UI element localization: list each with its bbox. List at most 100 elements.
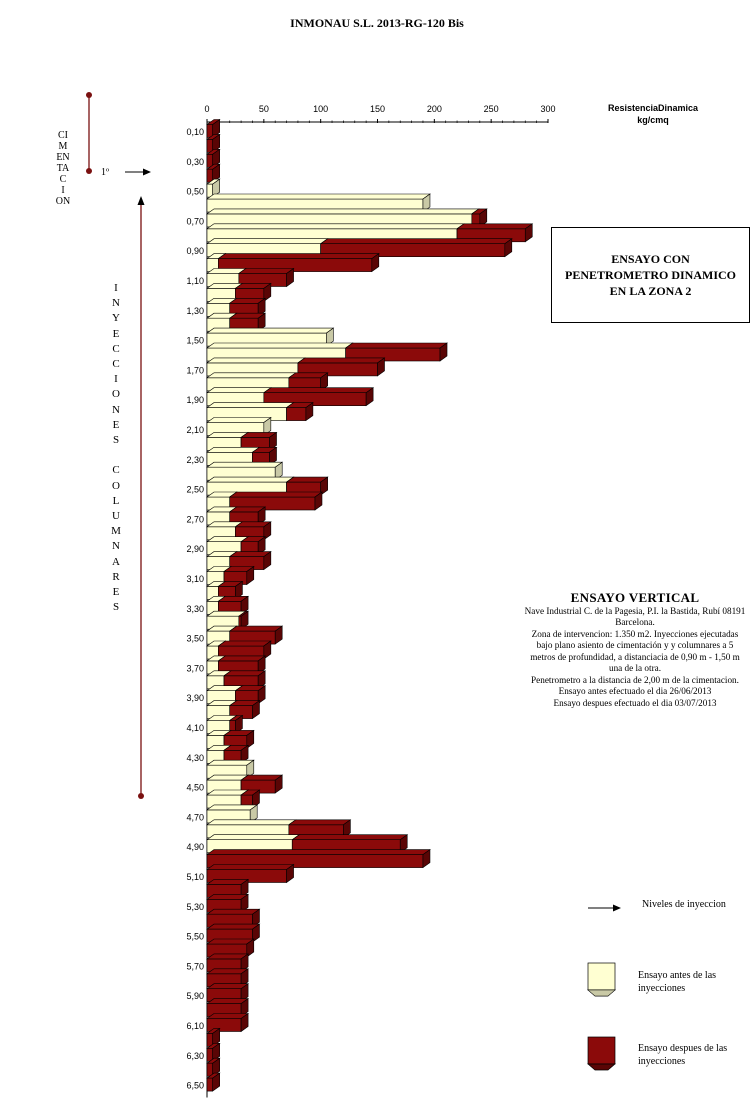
bar-after-side: [257, 297, 266, 317]
legend-arrow-head: [613, 904, 621, 912]
bar-before-top: [206, 417, 272, 423]
depth-tick-label: 1,30: [186, 306, 204, 316]
range-marker-dot: [86, 92, 92, 98]
bar-before-top: [206, 223, 466, 230]
bar-after-side: [246, 729, 255, 749]
bar-before-front: [206, 183, 213, 198]
bar-after: [240, 774, 284, 794]
legend-after-label-line1: Ensayo despues de las: [638, 1043, 728, 1054]
bar-after-top: [206, 864, 295, 870]
bar-after-side: [235, 580, 243, 600]
bar-after-top: [206, 849, 431, 855]
bar-before-side: [274, 461, 283, 481]
inyecciones-letter: U: [112, 510, 120, 523]
depth-tick-label: 6,50: [186, 1081, 204, 1091]
bar-before-top: [206, 208, 480, 215]
depth-tick-label: 6,10: [186, 1021, 204, 1031]
legend-after-front: [587, 1036, 616, 1065]
bar-after-side: [371, 253, 380, 273]
test-info-line: Ensayo antes efectuado el dia 26/06/2013: [558, 686, 712, 696]
inyecciones-letter: [106, 448, 126, 463]
bar-before-top: [206, 193, 431, 200]
bar-after-side: [274, 774, 283, 794]
cimentacion-letter: CI: [58, 130, 68, 141]
inyecciones-letter: Y: [112, 312, 120, 325]
x-tick-label: 150: [370, 104, 385, 114]
bar-after-side: [212, 1027, 220, 1047]
bar-before-top: [206, 342, 354, 349]
bar-after-side: [269, 431, 277, 451]
bar-after-side: [240, 983, 249, 1003]
bar-after: [251, 446, 278, 466]
cimentacion-letter: M: [58, 141, 68, 152]
bar-after-front: [206, 1048, 213, 1062]
depth-tick-label: 2,70: [186, 514, 204, 524]
bar-after-side: [212, 163, 220, 183]
bar-before-side: [422, 193, 431, 213]
bar-after-top: [296, 357, 386, 364]
x-tick-label: 50: [259, 104, 269, 114]
page-title: INMONAU S.L. 2013-RG-120 Bis: [290, 16, 464, 30]
inyecciones-letter: O: [112, 388, 120, 401]
bar-after: [206, 148, 221, 168]
bar-after-side: [399, 834, 408, 854]
bar-after: [206, 1027, 221, 1047]
bar-after-front: [286, 407, 307, 421]
test-info-line: Ensayo despues efectuado el dia 03/07/20…: [553, 697, 717, 708]
cimentacion-letter: ON: [55, 196, 71, 207]
bar-after-top: [228, 491, 323, 498]
bar-after-side: [212, 1072, 220, 1092]
bar-before-side: [246, 759, 255, 779]
bar-after-side: [257, 655, 266, 675]
bar-after-side: [257, 670, 266, 690]
bar-after-side: [240, 744, 249, 764]
inyecciones-letter: C: [112, 358, 120, 371]
inyecciones-letter: A: [112, 555, 120, 568]
legend-after-label: Ensayo despues de las inyecciones: [638, 1042, 727, 1068]
inyecciones-letter: I: [114, 373, 118, 386]
bar-after: [240, 789, 261, 809]
depth-tick-label: 2,50: [186, 485, 204, 495]
legend-arrow-label: Niveles de inyeccion: [642, 899, 726, 910]
bar-after-side: [252, 923, 260, 943]
bar-after-side: [263, 551, 272, 571]
bar-after-side: [246, 565, 255, 586]
bar-after-front: [206, 1033, 213, 1047]
bar-after-side: [422, 849, 431, 869]
inyecciones-letter: L: [112, 494, 120, 507]
bar-after-side: [252, 700, 260, 720]
depth-tick-label: 0,10: [186, 127, 204, 137]
bar-after-top: [206, 923, 261, 930]
bar-after-side: [257, 536, 266, 556]
bar-after-side: [439, 342, 448, 362]
bar-after-side: [252, 789, 260, 809]
cimentacion-letter: EN: [56, 152, 70, 163]
depth-tick-label: 3,10: [186, 574, 204, 584]
bar-before-top: [206, 834, 301, 841]
inyecciones-letter: C: [112, 342, 120, 355]
bar-after-front: [206, 124, 213, 138]
bar-after-side: [240, 1012, 249, 1033]
bar-after-side: [377, 357, 385, 377]
first-level-label: 1º: [101, 167, 110, 178]
inyecciones-letter: S: [112, 601, 120, 614]
range-marker-dot: [138, 793, 144, 799]
inyecciones-letter: N: [112, 540, 120, 553]
inyecciones-letter: M: [111, 525, 121, 538]
depth-tick-label: 1,70: [186, 365, 204, 375]
depth-tick-label: 2,10: [186, 425, 204, 435]
test-zone-box: ENSAYO CON PENETROMETRO DINAMICO EN LA Z…: [551, 227, 750, 323]
axis-title-line1: ResistenciaDinamica: [607, 103, 699, 113]
bar-after-front: [206, 168, 213, 183]
depth-tick-label: 0,30: [186, 157, 204, 167]
bar-after-top: [344, 342, 448, 349]
bar-after: [206, 1072, 221, 1092]
depth-tick-label: 3,90: [186, 693, 204, 703]
depth-tick-label: 4,10: [186, 723, 204, 733]
depth-tick-label: 2,30: [186, 455, 204, 465]
bar-after-top: [206, 938, 255, 945]
bar-after-side: [212, 118, 220, 139]
legend-before-label-line1: Ensayo antes de las: [638, 970, 717, 981]
depth-tick-label: 3,70: [186, 663, 204, 673]
bar-before-top: [206, 476, 295, 483]
